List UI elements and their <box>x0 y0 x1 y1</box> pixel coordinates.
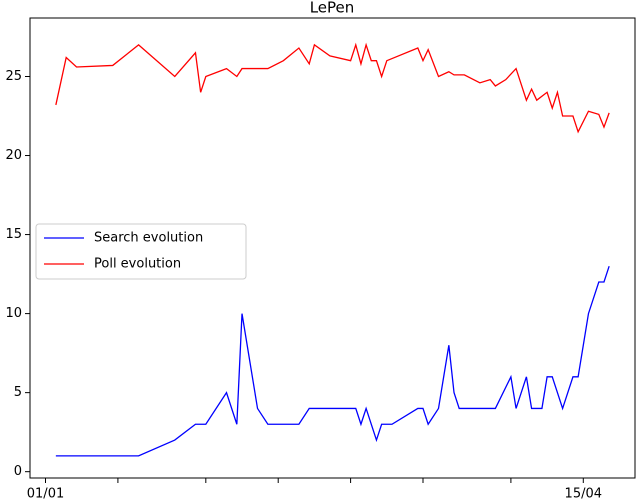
chart-title: LePen <box>310 0 355 17</box>
series-line <box>55 265 610 457</box>
legend-label: Poll evolution <box>94 257 181 272</box>
y-tick-label: 10 <box>5 306 22 321</box>
plot-frame <box>29 17 636 479</box>
legend-box <box>35 223 247 280</box>
y-tick-label: 25 <box>5 69 22 84</box>
y-tick-label: 5 <box>14 385 22 400</box>
series-line <box>55 42 610 134</box>
y-tick-label: 20 <box>5 148 22 163</box>
x-tick-label: 01/01 <box>27 487 64 502</box>
legend-label: Search evolution <box>94 231 203 246</box>
y-tick-label: 15 <box>5 227 22 242</box>
x-tick-label: 15/04 <box>565 487 602 502</box>
y-tick-label: 0 <box>14 464 22 479</box>
